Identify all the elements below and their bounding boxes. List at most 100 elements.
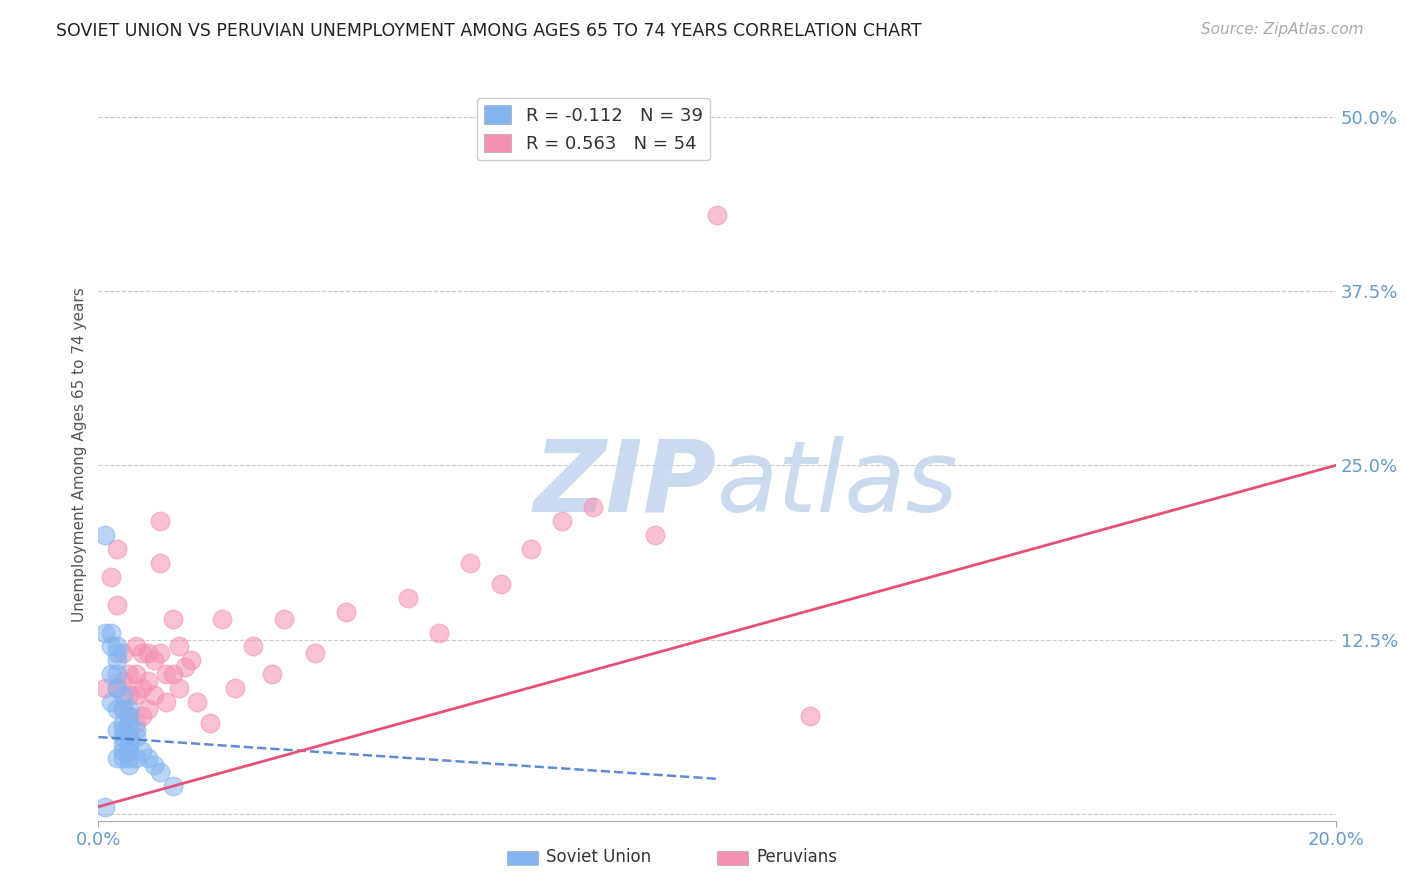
Point	[198, 716, 221, 731]
Point	[799, 709, 821, 723]
Point	[162, 612, 184, 626]
Point	[174, 660, 197, 674]
Point	[118, 744, 141, 758]
Point	[118, 758, 141, 772]
Text: Peruvians: Peruvians	[756, 848, 838, 866]
Point	[105, 640, 128, 654]
Point	[112, 647, 135, 661]
Bar	[717, 851, 748, 864]
Point	[118, 751, 141, 765]
Point	[489, 576, 512, 591]
Point	[551, 514, 574, 528]
Legend: R = -0.112   N = 39, R = 0.563   N = 54: R = -0.112 N = 39, R = 0.563 N = 54	[477, 98, 710, 161]
Point	[105, 681, 128, 696]
Point	[105, 681, 128, 696]
Text: ZIP: ZIP	[534, 435, 717, 533]
Point	[143, 688, 166, 702]
Point	[112, 730, 135, 744]
Point	[105, 702, 128, 716]
Point	[93, 528, 115, 542]
Point	[118, 730, 141, 744]
Point	[124, 730, 146, 744]
Text: Source: ZipAtlas.com: Source: ZipAtlas.com	[1201, 22, 1364, 37]
Point	[124, 640, 146, 654]
Point	[112, 702, 135, 716]
Point	[131, 647, 153, 661]
Point	[118, 709, 141, 723]
Point	[112, 751, 135, 765]
Point	[118, 688, 141, 702]
Point	[396, 591, 419, 605]
Point	[105, 751, 128, 765]
Point	[93, 799, 115, 814]
Point	[304, 647, 326, 661]
Point	[112, 744, 135, 758]
Point	[136, 647, 159, 661]
Point	[162, 667, 184, 681]
Point	[149, 647, 172, 661]
Point	[118, 709, 141, 723]
Point	[155, 695, 177, 709]
Point	[118, 667, 141, 681]
Point	[100, 625, 122, 640]
Point	[124, 751, 146, 765]
Point	[118, 730, 141, 744]
Point	[136, 751, 159, 765]
Point	[211, 612, 233, 626]
Point	[520, 541, 543, 556]
Point	[105, 598, 128, 612]
Point	[112, 716, 135, 731]
Point	[118, 737, 141, 751]
Point	[112, 688, 135, 702]
Point	[582, 500, 605, 515]
Point	[112, 737, 135, 751]
Point	[162, 779, 184, 793]
Text: atlas: atlas	[717, 435, 959, 533]
Point	[93, 625, 115, 640]
Point	[167, 640, 190, 654]
Point	[124, 723, 146, 737]
Point	[131, 681, 153, 696]
Point	[155, 667, 177, 681]
Point	[644, 528, 666, 542]
Point	[224, 681, 246, 696]
Point	[167, 681, 190, 696]
Point	[143, 653, 166, 667]
Point	[118, 702, 141, 716]
Point	[100, 695, 122, 709]
Point	[335, 605, 357, 619]
Point	[273, 612, 295, 626]
Point	[118, 716, 141, 731]
Point	[124, 716, 146, 731]
Point	[100, 640, 122, 654]
Point	[143, 758, 166, 772]
Point	[242, 640, 264, 654]
Text: SOVIET UNION VS PERUVIAN UNEMPLOYMENT AMONG AGES 65 TO 74 YEARS CORRELATION CHAR: SOVIET UNION VS PERUVIAN UNEMPLOYMENT AM…	[56, 22, 922, 40]
Point	[112, 674, 135, 689]
Point	[149, 514, 172, 528]
Point	[93, 681, 115, 696]
Point	[136, 674, 159, 689]
Point	[149, 556, 172, 570]
Point	[149, 764, 172, 779]
Point	[100, 570, 122, 584]
Y-axis label: Unemployment Among Ages 65 to 74 years: Unemployment Among Ages 65 to 74 years	[72, 287, 87, 623]
Point	[105, 653, 128, 667]
Point	[131, 744, 153, 758]
Point	[112, 702, 135, 716]
Point	[105, 667, 128, 681]
Text: Soviet Union: Soviet Union	[547, 848, 651, 866]
Point	[124, 688, 146, 702]
Point	[112, 723, 135, 737]
Point	[105, 723, 128, 737]
Point	[131, 709, 153, 723]
Point	[105, 541, 128, 556]
Point	[100, 667, 122, 681]
Point	[180, 653, 202, 667]
Point	[105, 647, 128, 661]
Point	[260, 667, 283, 681]
Point	[186, 695, 208, 709]
Point	[136, 702, 159, 716]
Point	[458, 556, 481, 570]
Point	[706, 208, 728, 222]
